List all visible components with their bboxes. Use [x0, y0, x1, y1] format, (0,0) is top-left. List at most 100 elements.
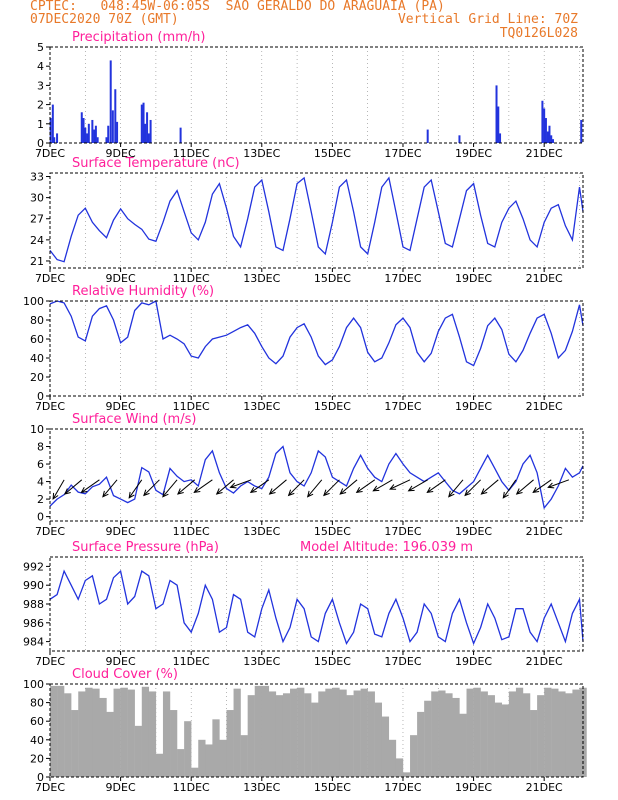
- cloud-bar: [219, 739, 227, 777]
- cloud-bar: [162, 691, 171, 777]
- y-tick-label: 8: [37, 441, 44, 454]
- cloud-bar: [572, 689, 580, 777]
- cloud-bar: [438, 690, 446, 777]
- x-tick-label: 7DEC: [35, 525, 65, 538]
- wind-arrowhead: [52, 492, 59, 500]
- cloud-bar: [71, 710, 79, 777]
- y-tick-label: 27: [30, 213, 44, 226]
- wind-arrowhead: [177, 488, 184, 495]
- cloud-bar: [233, 688, 241, 777]
- y-tick-label: 988: [23, 598, 44, 611]
- y-tick-label: 6: [37, 458, 44, 471]
- x-tick-label: 9DEC: [106, 525, 136, 538]
- panel-frame: [49, 683, 584, 778]
- wind-arrowhead: [515, 488, 523, 495]
- cloud-bar: [170, 710, 178, 777]
- precip-bar: [116, 121, 119, 143]
- wind-arrowhead: [448, 490, 455, 498]
- x-tick-label: 13DEC: [243, 781, 280, 794]
- cloud-bar: [367, 691, 375, 777]
- wind-arrowhead: [64, 488, 71, 495]
- cloud-bar: [353, 690, 361, 777]
- cloud-bar: [346, 695, 354, 777]
- cloud-bar: [226, 710, 234, 777]
- y-tick-label: 60: [30, 715, 44, 728]
- cloud-bar: [480, 691, 488, 777]
- series-line: [49, 445, 584, 510]
- cloud-bar: [551, 688, 559, 777]
- precip-bar: [96, 137, 99, 143]
- x-tick-label: 11DEC: [173, 147, 210, 160]
- wind-arrow: [128, 479, 143, 499]
- y-tick-label: 33: [30, 171, 44, 184]
- wind-arrow: [143, 479, 160, 496]
- cloud-bar: [127, 689, 135, 777]
- y-tick-label: 992: [23, 560, 44, 573]
- cloud-bar: [452, 697, 460, 777]
- cloud-bar: [410, 735, 418, 777]
- cloud-bar: [431, 691, 439, 777]
- wind-arrow: [102, 479, 118, 497]
- panel-3: 0 20 40 60 80 100 7DEC 9DEC 11DEC 13DEC 15DEC 17DEC…: [23, 284, 584, 413]
- wind-arrow: [502, 479, 517, 499]
- panel-title: Surface Pressure (hPa): [72, 540, 219, 555]
- y-tick-label: 21: [30, 255, 44, 268]
- precip-bar: [82, 118, 85, 143]
- cloud-bar: [339, 689, 347, 777]
- x-tick-label: 7DEC: [35, 272, 65, 285]
- wind-arrow: [64, 479, 83, 495]
- x-tick-label: 7DEC: [35, 147, 65, 160]
- panel-title: Relative Humidity (%): [72, 284, 214, 299]
- wind-arrow: [269, 479, 287, 495]
- cloud-bar: [50, 685, 58, 777]
- x-tick-label: 19DEC: [455, 400, 492, 413]
- wind-arrow: [389, 479, 411, 490]
- x-tick-label: 19DEC: [455, 147, 492, 160]
- precip-bar: [149, 119, 152, 143]
- wind-arrowhead: [547, 482, 555, 489]
- y-tick-label: 0: [37, 511, 44, 524]
- y-tick-label: 10: [30, 423, 44, 436]
- wind-arrowhead: [80, 486, 88, 494]
- cloud-bar: [177, 749, 185, 777]
- panel-frame: [49, 300, 584, 397]
- panel-title: Precipitation (mm/h): [72, 30, 205, 45]
- wind-arrowhead: [323, 489, 330, 497]
- x-tick-label: 19DEC: [455, 272, 492, 285]
- wind-arrowhead: [102, 490, 109, 498]
- precip-bar: [458, 135, 461, 143]
- x-tick-label: 13DEC: [243, 272, 280, 285]
- x-tick-label: 11DEC: [173, 781, 210, 794]
- cloud-bar: [558, 691, 566, 777]
- precip-bar: [109, 60, 112, 143]
- cloud-bar: [544, 687, 552, 777]
- x-tick-label: 7DEC: [35, 781, 65, 794]
- wind-arrowhead: [215, 488, 223, 495]
- panel-frame: [49, 46, 584, 144]
- precip-bar: [56, 133, 59, 143]
- cloud-bar: [254, 685, 262, 777]
- y-tick-label: 100: [23, 678, 44, 691]
- x-tick-label: 11DEC: [173, 525, 210, 538]
- cloud-bar: [78, 691, 86, 777]
- cloud-bar: [473, 687, 481, 777]
- wind-arrow: [216, 479, 234, 495]
- panel-frame: [49, 172, 584, 269]
- cloud-bar: [148, 691, 157, 777]
- x-tick-label: 15DEC: [314, 272, 351, 285]
- panel-frame: [49, 556, 584, 652]
- precip-bar: [105, 137, 108, 143]
- y-tick-label: 2: [37, 493, 44, 506]
- y-tick-label: 20: [30, 752, 44, 765]
- y-tick-label: 100: [23, 295, 44, 308]
- x-tick-label: 11DEC: [173, 272, 210, 285]
- panel-title: Surface Temperature (nC): [72, 156, 240, 171]
- cloud-bar: [487, 695, 495, 777]
- cloud-bar: [466, 688, 474, 777]
- y-tick-label: 60: [30, 333, 44, 346]
- precip-bar: [580, 119, 583, 143]
- wind-arrow: [548, 479, 570, 488]
- precip-bar: [144, 123, 147, 143]
- wind-arrowhead: [287, 489, 295, 497]
